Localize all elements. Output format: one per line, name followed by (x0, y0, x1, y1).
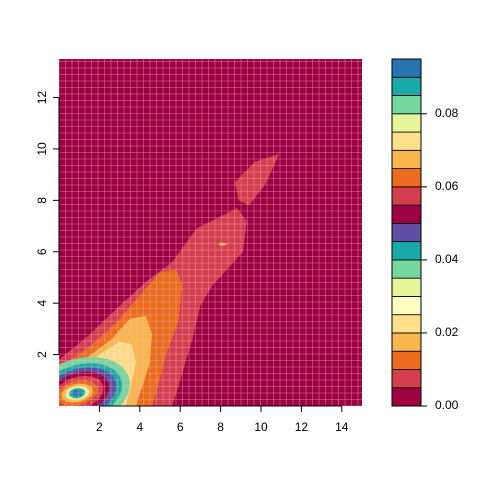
colorbar-swatch (391, 76, 422, 96)
x-tick-label: 6 (177, 420, 184, 434)
y-tick-label: 8 (35, 197, 49, 204)
colorbar-swatch (391, 58, 422, 78)
y-tick-label: 6 (35, 248, 49, 255)
colorbar-swatch (391, 296, 422, 316)
colorbar-swatch (391, 131, 422, 151)
colorbar-frame (391, 58, 422, 407)
colorbar-swatch (391, 259, 422, 279)
x-tick-label: 8 (217, 420, 224, 434)
contour-region (218, 242, 227, 246)
colorbar-swatch (391, 369, 422, 389)
colorbar-swatch (391, 149, 422, 169)
contour-region (234, 154, 280, 206)
plot-area (59, 59, 362, 406)
colorbar-swatch (391, 277, 422, 297)
y-tick-label: 2 (35, 351, 49, 358)
x-axis: 2 4 6 8 10 12 14 (96, 405, 349, 434)
colorbar-tick-label: 0.08 (435, 106, 459, 120)
x-tick-label: 10 (254, 420, 268, 434)
y-tick-label: 12 (35, 91, 49, 105)
colorbar-tick-label: 0.00 (435, 398, 459, 412)
x-tick-label: 12 (295, 420, 309, 434)
colorbar-tick-label: 0.04 (435, 252, 459, 266)
x-tick-label: 14 (335, 420, 349, 434)
colorbar-swatch (391, 168, 422, 188)
colorbar-swatch (391, 314, 422, 334)
colorbar-legend: 0.00 0.02 0.04 0.06 0.08 (391, 58, 459, 412)
grid-lines (59, 59, 362, 406)
colorbar-swatch (391, 332, 422, 352)
x-tick-label: 4 (136, 420, 143, 434)
colorbar-swatch (391, 95, 422, 115)
colorbar-swatch (391, 113, 422, 133)
colorbar-tick-label: 0.02 (435, 325, 459, 339)
colorbar-swatch (391, 241, 422, 261)
colorbar-swatch (391, 186, 422, 206)
y-tick-label: 10 (35, 142, 49, 156)
colorbar-tick-label: 0.06 (435, 179, 459, 193)
x-tick-label: 2 (96, 420, 103, 434)
y-tick-label: 4 (35, 300, 49, 307)
colorbar-swatch (391, 387, 422, 407)
colorbar-swatch (391, 350, 422, 370)
y-axis: 2 4 6 8 10 12 (35, 91, 60, 358)
colorbar-swatch (391, 204, 422, 224)
colorbar-swatch (391, 222, 422, 243)
